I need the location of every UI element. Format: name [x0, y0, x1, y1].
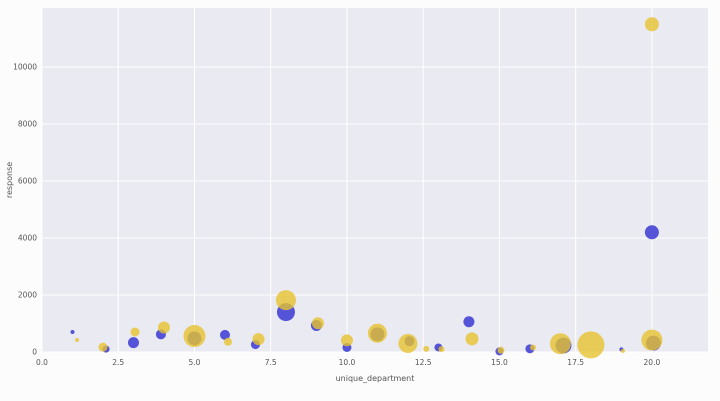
bubble-yellow [423, 345, 430, 352]
bubble-yellow [644, 17, 659, 32]
bubble-blue [70, 330, 75, 335]
bubble-yellow [577, 331, 605, 359]
bubble-yellow [620, 348, 625, 353]
x-tick-label: 15.0 [491, 358, 508, 367]
x-tick-label: 2.5 [112, 358, 124, 367]
x-tick-label: 10.0 [339, 358, 356, 367]
x-tick-label: 7.5 [265, 358, 277, 367]
y-tick-label: 0 [32, 348, 37, 357]
bubble-yellow [641, 329, 663, 351]
bubble-yellow [497, 346, 505, 354]
bubble-yellow [75, 338, 80, 343]
bubble-yellow [438, 346, 445, 353]
bubble-yellow [529, 344, 536, 351]
bubble-blue [127, 337, 139, 349]
bubble-yellow [340, 334, 353, 347]
x-tick-label: 17.5 [567, 358, 584, 367]
bubble-yellow [311, 317, 324, 330]
y-tick-label: 10000 [13, 62, 37, 71]
plot-area [42, 8, 708, 352]
y-tick-label: 4000 [18, 233, 37, 242]
y-axis-label: response [5, 162, 14, 198]
bubble-yellow [465, 332, 479, 346]
bubble-yellow [98, 342, 108, 352]
bubble-yellow [130, 327, 140, 337]
x-axis-label: unique_department [336, 374, 415, 383]
bubble-yellow [224, 337, 233, 346]
y-tick-label: 6000 [18, 176, 37, 185]
x-tick-label: 5.0 [189, 358, 201, 367]
bubble-yellow [157, 321, 170, 334]
y-tick-label: 2000 [18, 290, 37, 299]
bubble-yellow [275, 290, 296, 311]
bubble-yellow [183, 325, 206, 348]
y-tick-label: 8000 [18, 119, 37, 128]
bubble-blue [219, 329, 230, 340]
bubble-blue [463, 316, 475, 328]
x-tick-label: 20.0 [644, 358, 661, 367]
bubble-yellow [549, 333, 571, 355]
bubble-blue [644, 225, 659, 240]
bubble-yellow [367, 323, 387, 343]
x-tick-label: 12.5 [415, 358, 432, 367]
bubble-yellow [398, 333, 418, 353]
bubble-yellow [252, 333, 265, 346]
x-tick-label: 0.0 [36, 358, 48, 367]
